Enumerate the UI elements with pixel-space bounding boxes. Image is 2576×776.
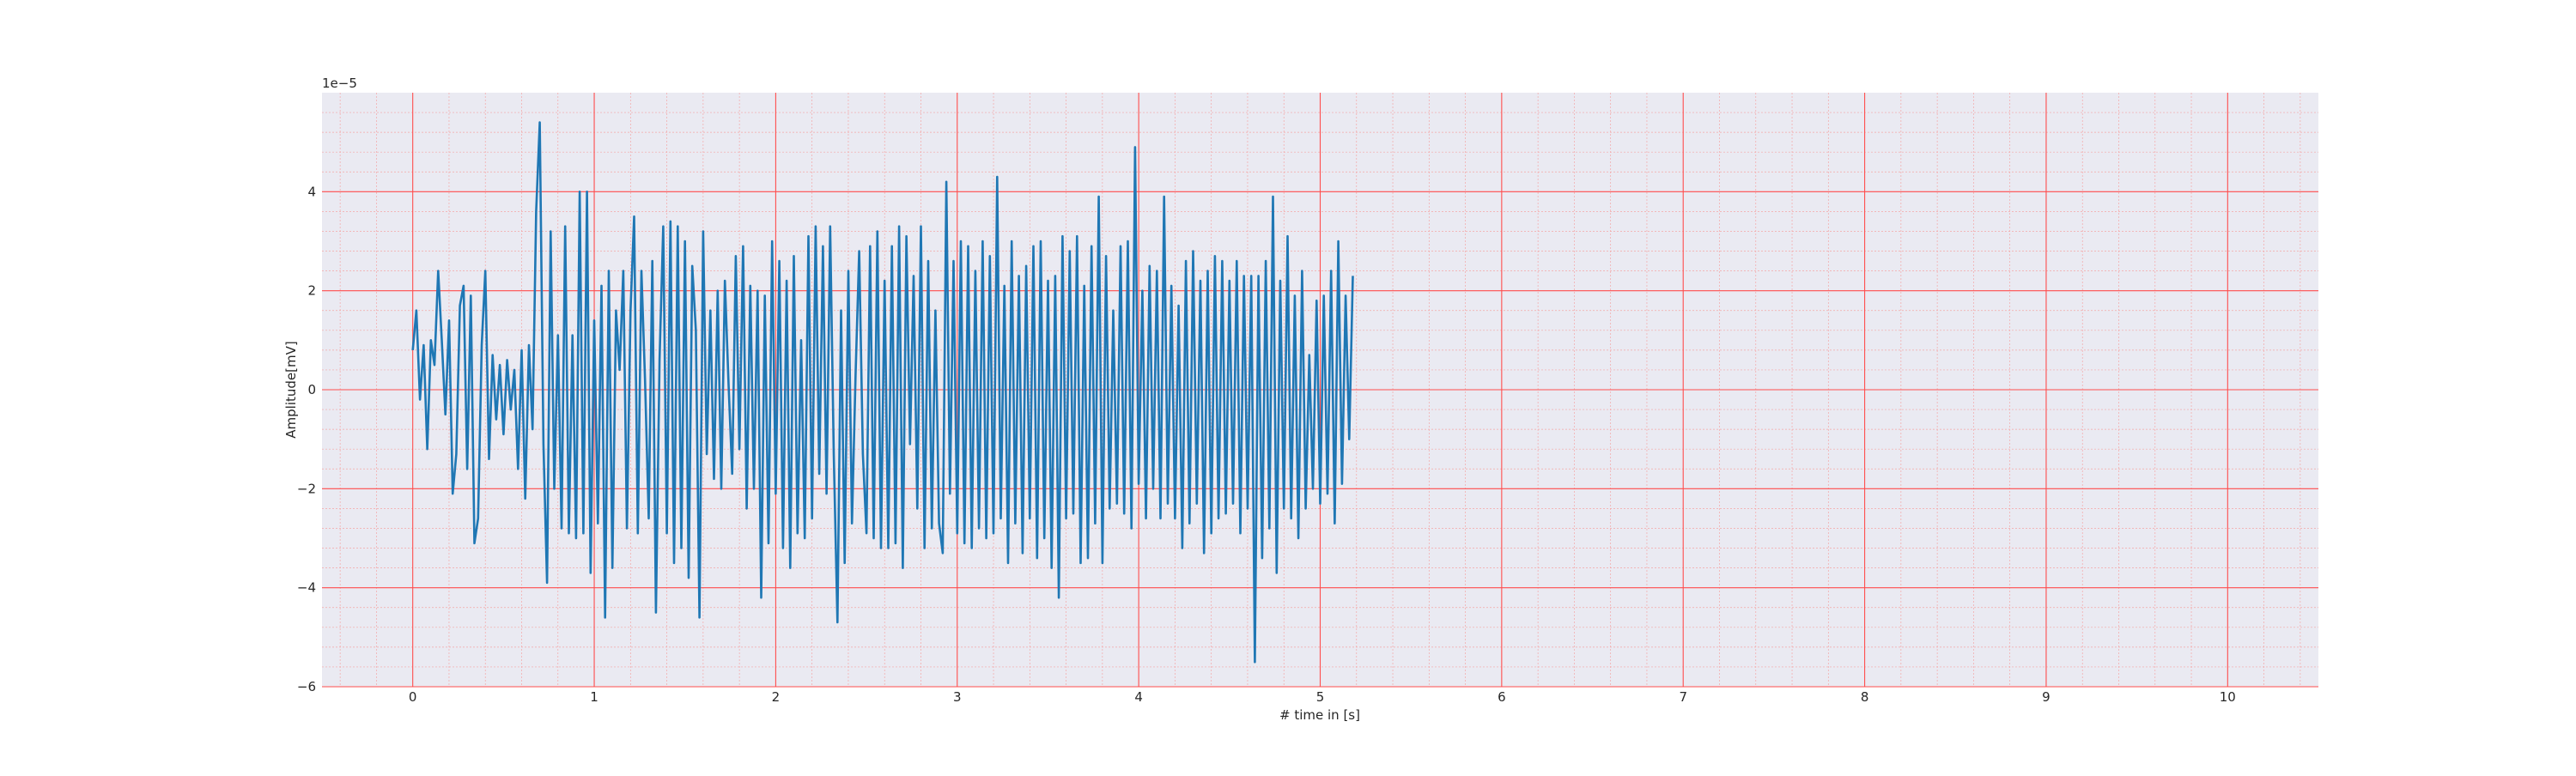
y-tick-label: 4 [307,184,316,199]
x-tick-label: 9 [2042,689,2050,705]
y-axis-ticks: −6 −4 −2 0 2 4 [297,184,316,694]
y-tick-label: −6 [297,679,316,694]
x-tick-label: 3 [953,689,962,705]
x-tick-label: 7 [1679,689,1687,705]
x-axis-ticks: 0 1 2 3 4 5 6 7 8 9 10 [409,689,2236,705]
x-tick-label: 4 [1134,689,1143,705]
x-tick-label: 8 [1861,689,1869,705]
y-axis-label: Amplitude[mV] [283,341,299,438]
x-axis-label: # time in [s] [1279,707,1360,723]
y-tick-label: −4 [297,580,316,596]
y-tick-label: −2 [297,481,316,496]
x-tick-label: 2 [772,689,781,705]
y-tick-label: 0 [307,382,316,397]
x-tick-label: 10 [2220,689,2236,705]
x-tick-label: 1 [590,689,598,705]
x-tick-label: 5 [1316,689,1325,705]
x-tick-label: 6 [1498,689,1506,705]
y-axis-offset-label: 1e−5 [322,76,357,91]
series-line [411,121,1354,664]
y-tick-label: 2 [307,283,316,299]
x-tick-label: 0 [409,689,417,705]
